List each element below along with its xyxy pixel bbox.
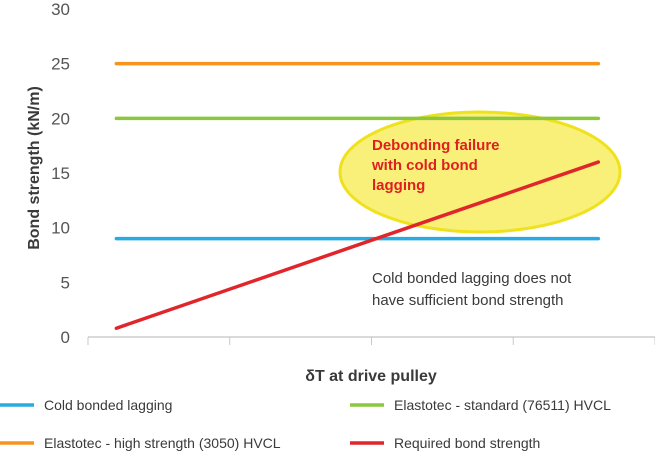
- legend-label: Required bond strength: [394, 435, 540, 451]
- annotation-debonding-line-1: Debonding failure: [372, 137, 500, 154]
- y-tick-label: 5: [61, 273, 70, 292]
- legend-label: Elastotec - standard (76511) HVCL: [394, 397, 611, 413]
- annotation-note-line-2: have sufficient bond strength: [372, 292, 564, 309]
- annotation-debonding-line-2: with cold bond: [371, 157, 478, 174]
- y-tick-label: 15: [51, 164, 70, 183]
- chart-series: [114, 61, 601, 331]
- annotation-note-line-1: Cold bonded lagging does not: [372, 270, 572, 287]
- x-axis-gridlines: [87, 337, 655, 345]
- y-tick-label: 10: [51, 219, 70, 238]
- debonding-highlight-ellipse: [338, 110, 622, 234]
- y-tick-label: 20: [51, 109, 70, 128]
- y-axis-title: Bond strength (kN/m): [26, 86, 43, 250]
- x-axis-title: δT at drive pulley: [305, 368, 437, 385]
- y-axis-ticks: 0 5 10 15 20 25 30: [51, 0, 70, 347]
- legend-label: Elastotec - high strength (3050) HVCL: [44, 435, 281, 451]
- y-tick-label: 30: [51, 0, 70, 19]
- y-tick-label: 0: [61, 328, 70, 347]
- annotation-debonding-line-3: lagging: [372, 177, 425, 194]
- y-tick-label: 25: [51, 55, 70, 74]
- legend-label: Cold bonded lagging: [44, 397, 172, 413]
- chart-legend: Cold bonded lagging Elastotec - standard …: [0, 397, 611, 451]
- series-line-3: [114, 160, 601, 331]
